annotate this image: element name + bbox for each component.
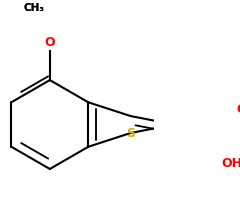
- Text: O: O: [44, 36, 55, 49]
- Text: CH₃: CH₃: [23, 3, 44, 13]
- Text: CH₃: CH₃: [23, 3, 44, 13]
- Text: O: O: [237, 103, 240, 116]
- Text: OH: OH: [221, 157, 240, 170]
- Text: S: S: [126, 127, 135, 140]
